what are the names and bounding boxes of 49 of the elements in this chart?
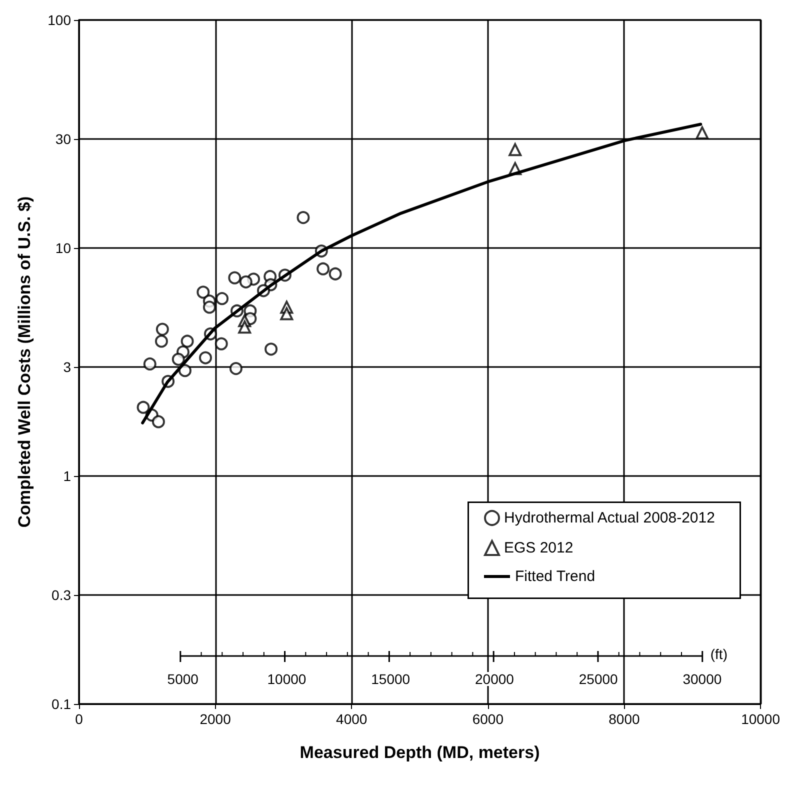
point xyxy=(178,364,192,378)
point xyxy=(154,334,168,348)
point xyxy=(199,351,212,364)
legend-label: Fitted Trend xyxy=(515,568,596,585)
point xyxy=(296,211,310,224)
point xyxy=(316,262,330,276)
y-axis-title: Completed Well Costs (Millions of U.S. $) xyxy=(15,196,34,528)
x-axis-title: Measured Depth (MD, meters) xyxy=(300,743,540,762)
point xyxy=(152,415,165,428)
y-tick-label: 0.1 xyxy=(52,696,72,712)
point xyxy=(172,352,185,366)
point xyxy=(216,292,229,306)
point xyxy=(228,271,242,284)
y-tick-label: 10 xyxy=(55,240,72,256)
y-tick-label: 1 xyxy=(63,468,72,484)
point xyxy=(196,286,210,299)
point xyxy=(202,300,216,314)
legend-label: EGS 2012 xyxy=(504,540,574,556)
x2-tick-label: 30000 xyxy=(682,671,722,687)
point xyxy=(239,275,252,288)
point xyxy=(238,320,252,334)
point xyxy=(280,307,294,320)
y-tick-label: 0.3 xyxy=(52,587,72,604)
x2-tick-label: 5000 xyxy=(167,671,199,687)
point xyxy=(229,362,242,376)
point xyxy=(264,342,278,356)
x2-axis-title: (ft) xyxy=(710,646,728,662)
y-tick-label: 100 xyxy=(48,12,72,28)
point xyxy=(136,400,150,414)
point xyxy=(696,126,709,140)
point xyxy=(214,337,228,350)
x-tick-label: 0 xyxy=(75,711,84,727)
point xyxy=(156,322,169,336)
x-tick-label: 6000 xyxy=(472,711,504,727)
point xyxy=(143,357,156,370)
y-tick-label: 30 xyxy=(55,131,72,148)
point xyxy=(180,334,194,348)
legend-label: Hydrothermal Actual 2008-2012 xyxy=(504,510,715,526)
x-tick-label: 4000 xyxy=(336,711,368,727)
x-tick-label: 8000 xyxy=(608,711,640,727)
y-tick-label: 3 xyxy=(63,359,72,376)
x2-tick-label: 20000 xyxy=(475,671,514,687)
x2-tick-label: 10000 xyxy=(267,671,306,687)
point xyxy=(328,267,342,280)
x2-tick-label: 15000 xyxy=(371,671,410,687)
x-tick-label: 2000 xyxy=(200,711,232,727)
point xyxy=(508,143,522,156)
x-tick-label: 10000 xyxy=(741,711,780,727)
x2-tick-label: 25000 xyxy=(578,671,618,687)
